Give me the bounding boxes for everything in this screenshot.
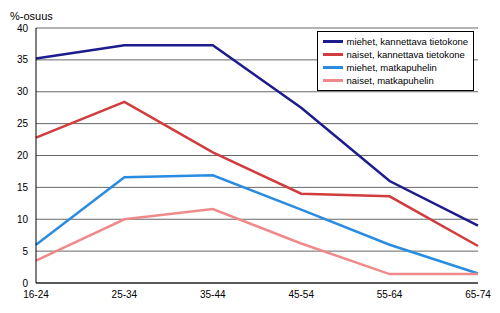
html-text:naiset, kannettava tietokone: naiset, kannettava tietokone (346, 49, 465, 60)
svg-text:25: 25 (17, 118, 29, 129)
svg-text:20: 20 (17, 150, 29, 161)
svg-text:0: 0 (22, 278, 28, 289)
svg-text:15: 15 (17, 182, 29, 193)
svg-text:65-74: 65-74 (465, 289, 491, 300)
svg-text:10: 10 (17, 214, 29, 225)
html-text:miehet, matkapuhelin: miehet, matkapuhelin (346, 62, 437, 73)
html-text:naiset, matkapuhelin: naiset, matkapuhelin (346, 75, 434, 86)
svg-text:5: 5 (22, 246, 28, 257)
html-text:miehet, kannettava tietokone: miehet, kannettava tietokone (346, 36, 468, 47)
svg-text:16-24: 16-24 (23, 289, 49, 300)
svg-text:30: 30 (17, 86, 29, 97)
svg-text:40: 40 (17, 23, 29, 34)
html-text:%-osuus: %-osuus (10, 10, 53, 22)
svg-text:45-54: 45-54 (288, 289, 314, 300)
svg-text:35-44: 35-44 (200, 289, 226, 300)
svg-text:35: 35 (17, 54, 29, 65)
svg-text:25-34: 25-34 (112, 289, 138, 300)
svg-text:55-64: 55-64 (377, 289, 403, 300)
